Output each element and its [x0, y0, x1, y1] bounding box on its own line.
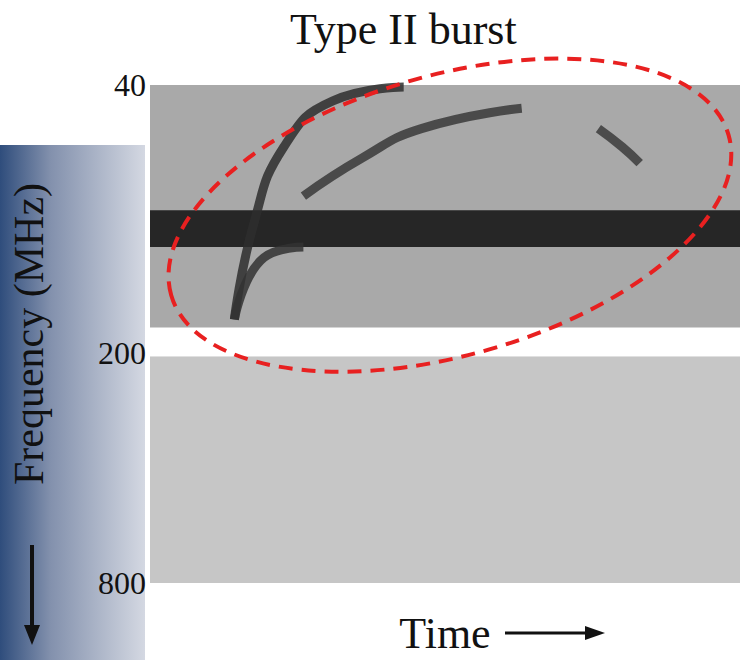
svg-text:800: 800: [98, 565, 146, 601]
svg-text:Time: Time: [399, 609, 490, 658]
svg-text:200: 200: [98, 335, 146, 371]
svg-text:Frequency (MHz): Frequency (MHz): [6, 183, 53, 485]
svg-text:Type II burst: Type II burst: [290, 5, 517, 54]
svg-text:40: 40: [114, 67, 146, 103]
